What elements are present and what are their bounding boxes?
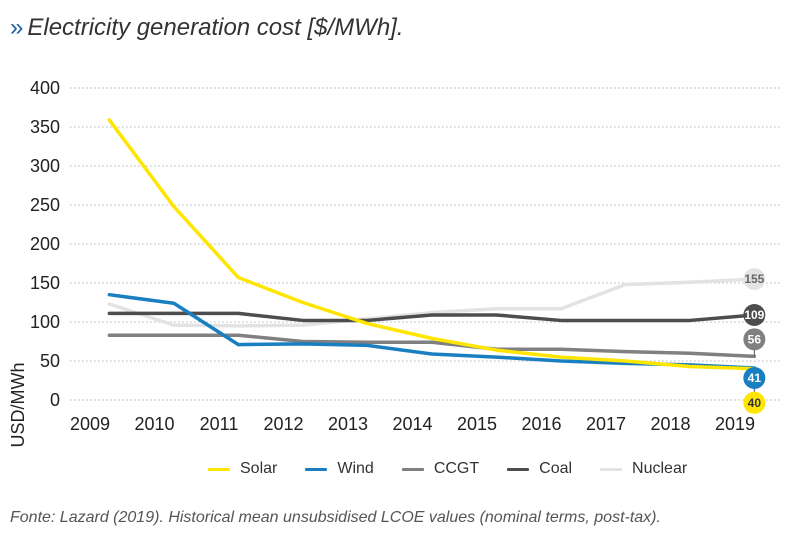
y-axis-label: USD/MWh [8, 363, 28, 448]
y-tick-label: 50 [40, 351, 60, 371]
legend-swatch [600, 467, 623, 471]
series-line-ccgt [107, 333, 757, 359]
series-line-solar [107, 118, 757, 371]
end-badge-ccgt [743, 328, 766, 351]
x-tick-label: 2010 [134, 414, 174, 434]
x-tick-label: 2012 [263, 414, 303, 434]
legend-label: Nuclear [632, 460, 688, 477]
end-label-nuclear: 155 [744, 272, 764, 286]
legend-label: CCGT [433, 460, 480, 477]
x-tick-label: 2013 [328, 414, 368, 434]
end-label-ccgt: 56 [748, 332, 762, 346]
x-tick-label: 2019 [715, 414, 755, 434]
y-tick-label: 350 [30, 117, 60, 137]
end-badge-nuclear [743, 268, 766, 291]
legend-label: Coal [539, 460, 573, 477]
legend-swatch [208, 467, 230, 471]
legend-item-solar: Solar [208, 460, 277, 478]
legend-swatch [401, 467, 424, 471]
legend-label: Wind [337, 460, 374, 477]
series-line-coal [107, 311, 757, 323]
x-tick-label: 2011 [200, 414, 239, 434]
end-label-solar: 40 [748, 396, 762, 410]
x-tick-label: 2017 [586, 414, 626, 434]
y-tick-label: 300 [30, 156, 60, 176]
y-tick-label: 400 [30, 78, 60, 98]
legend-item-coal: Coal [507, 460, 572, 478]
legend-swatch [305, 467, 328, 471]
series-line-wind [107, 292, 757, 370]
y-tick-label: 200 [30, 234, 60, 254]
end-label-coal: 109 [744, 308, 764, 322]
x-tick-label: 2018 [650, 414, 690, 434]
source-footnote: Fonte: Lazard (2019). Historical mean un… [10, 509, 661, 526]
chart-legend: Solar Wind CCGT Coal Nuclear [208, 460, 715, 478]
legend-label: Solar [240, 460, 278, 477]
x-tick-label: 2009 [70, 414, 110, 434]
legend-item-wind: Wind [305, 460, 374, 478]
legend-swatch [507, 467, 530, 471]
chart-title: » Electricity generation cost [$/MWh]. [10, 14, 404, 42]
legend-item-nuclear: Nuclear [600, 460, 687, 478]
y-tick-label: 150 [30, 273, 60, 293]
y-tick-label: 100 [30, 312, 60, 332]
x-tick-label: 2014 [392, 414, 432, 434]
y-tick-label: 250 [30, 195, 60, 215]
y-tick-label: 0 [50, 390, 60, 410]
x-tick-label: 2016 [521, 414, 561, 434]
end-badge-solar [743, 391, 766, 414]
title-text: Electricity generation cost [$/MWh]. [27, 14, 404, 41]
title-marker: » [10, 14, 24, 41]
series-line-nuclear [107, 277, 757, 328]
end-badge-wind [743, 367, 766, 390]
end-badge-coal [743, 303, 766, 326]
legend-item-ccgt: CCGT [401, 460, 480, 478]
x-tick-label: 2015 [457, 414, 497, 434]
end-label-wind: 41 [748, 371, 762, 385]
